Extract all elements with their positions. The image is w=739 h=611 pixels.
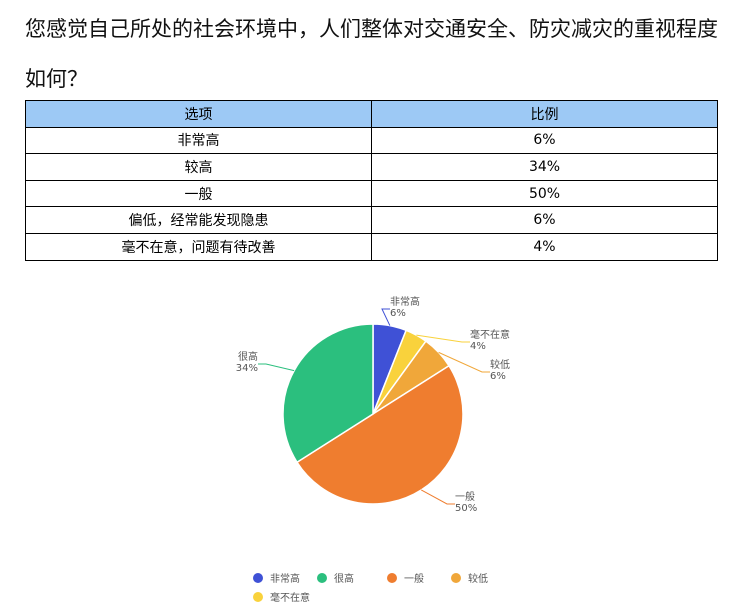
legend-label[interactable]: 非常高 (270, 572, 300, 585)
leader-line (381, 308, 391, 326)
slice-name-label: 较低 (490, 358, 510, 371)
slice-name-label: 很高 (238, 350, 258, 363)
option-cell: 一般 (25, 179, 372, 208)
leader-line (416, 334, 470, 343)
legend-label[interactable]: 较低 (468, 572, 488, 585)
slice-value-label: 6% (490, 371, 506, 382)
slice-value-label: 6% (390, 308, 406, 319)
table-row: 一般 50% (25, 179, 718, 208)
legend-marker[interactable] (451, 573, 461, 583)
col-header-option: 选项 (25, 100, 372, 128)
option-cell: 偏低，经常能发现隐患 (25, 206, 372, 234)
pie-slice (295, 364, 464, 505)
ratio-cell: 6% (371, 126, 718, 155)
slice-value-label: 34% (236, 363, 258, 374)
leader-line (258, 363, 295, 372)
pie-slice (282, 323, 374, 464)
legend-marker[interactable] (387, 573, 397, 583)
option-cell: 毫不在意，问题有待改善 (25, 232, 372, 261)
slice-name-label: 毫不在意 (470, 328, 510, 341)
ratio-cell: 34% (371, 153, 718, 181)
table-row: 非常高 6% (25, 126, 718, 155)
slice-value-label: 4% (470, 341, 486, 352)
col-header-ratio: 比例 (371, 100, 718, 128)
legend-marker[interactable] (253, 592, 263, 602)
slice-name-label: 一般 (455, 490, 475, 503)
leader-line (420, 489, 455, 505)
slice-name-label: 非常高 (390, 295, 420, 308)
ratio-cell: 50% (371, 179, 718, 208)
ratio-cell: 6% (371, 206, 718, 234)
table-row: 偏低，经常能发现隐患 6% (25, 206, 718, 234)
slice-value-label: 50% (455, 503, 477, 514)
legend-label[interactable]: 很高 (334, 572, 354, 585)
results-table: 选项 比例 非常高 6% 较高 34% 一般 50% 偏低，经常能发现隐患 6% 毫不在意，问题有… (25, 100, 718, 261)
option-cell: 较高 (25, 153, 372, 181)
table-row: 较高 34% (25, 153, 718, 181)
ratio-cell: 4% (371, 232, 718, 261)
leader-line (438, 351, 490, 373)
legend-label[interactable]: 毫不在意 (270, 591, 310, 604)
table-row: 毫不在意，问题有待改善 4% (25, 232, 718, 261)
legend-marker[interactable] (317, 573, 327, 583)
legend-label[interactable]: 一般 (404, 572, 424, 585)
question-text: 您感觉自己所处的社会环境中，人们整体对交通安全、防灾减灾的重视程度如何？ (25, 17, 718, 91)
legend-marker[interactable] (253, 573, 263, 583)
